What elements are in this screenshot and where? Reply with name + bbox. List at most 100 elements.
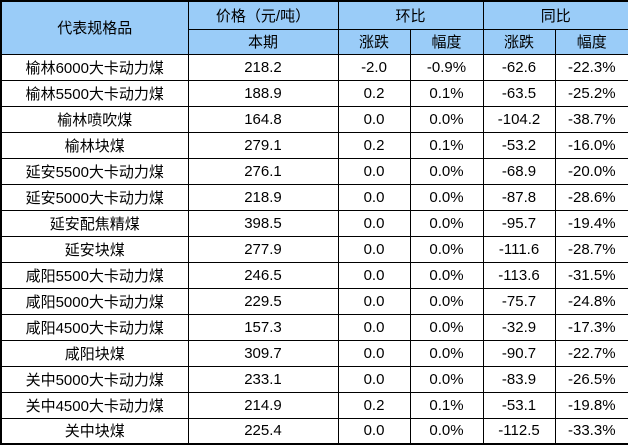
header-product: 代表规格品 <box>0 0 189 55</box>
table-row: 关中4500大卡动力煤 214.9 0.2 0.1% -53.1 -19.8% <box>0 391 628 419</box>
cell-yoy-change: -104.2 <box>482 105 556 133</box>
cell-yoy-rate: -17.3% <box>554 313 628 341</box>
cell-mom-rate: 0.1% <box>409 131 484 159</box>
header-current-period: 本期 <box>187 28 339 55</box>
cell-mom-rate: 0.0% <box>409 313 484 341</box>
cell-price: 277.9 <box>187 235 339 263</box>
cell-yoy-rate: -26.5% <box>554 365 628 393</box>
cell-product: 延安5000大卡动力煤 <box>0 183 189 211</box>
cell-yoy-change: -111.6 <box>482 235 556 263</box>
cell-yoy-change: -83.9 <box>482 365 556 393</box>
cell-yoy-change: -68.9 <box>482 157 556 185</box>
cell-mom-rate: 0.0% <box>409 157 484 185</box>
cell-yoy-rate: -19.8% <box>554 391 628 419</box>
cell-mom-change: 0.0 <box>337 417 411 445</box>
header-yoy-change: 涨跌 <box>482 28 556 55</box>
cell-mom-rate: 0.1% <box>409 391 484 419</box>
cell-yoy-change: -63.5 <box>482 79 556 107</box>
header-mom-rate: 幅度 <box>409 28 484 55</box>
table-header: 代表规格品 价格（元/吨） 环比 同比 本期 涨跌 幅度 涨跌 幅度 <box>0 0 628 55</box>
cell-mom-change: 0.0 <box>337 339 411 367</box>
table-row: 榆林喷吹煤 164.8 0.0 0.0% -104.2 -38.7% <box>0 105 628 133</box>
cell-price: 398.5 <box>187 209 339 237</box>
cell-yoy-rate: -22.7% <box>554 339 628 367</box>
cell-price: 309.7 <box>187 339 339 367</box>
cell-yoy-rate: -25.2% <box>554 79 628 107</box>
table-row: 咸阳5000大卡动力煤 229.5 0.0 0.0% -75.7 -24.8% <box>0 287 628 315</box>
cell-yoy-rate: -19.4% <box>554 209 628 237</box>
table-row: 咸阳块煤 309.7 0.0 0.0% -90.7 -22.7% <box>0 339 628 367</box>
header-row-groups: 代表规格品 价格（元/吨） 环比 同比 <box>0 0 628 55</box>
cell-product: 延安配焦精煤 <box>0 209 189 237</box>
cell-price: 246.5 <box>187 261 339 289</box>
cell-price: 164.8 <box>187 105 339 133</box>
cell-mom-change: 0.0 <box>337 183 411 211</box>
cell-mom-rate: 0.0% <box>409 287 484 315</box>
cell-mom-rate: 0.0% <box>409 365 484 393</box>
header-yoy-group: 同比 <box>482 0 628 30</box>
cell-price: 218.9 <box>187 183 339 211</box>
cell-yoy-rate: -33.3% <box>554 417 628 445</box>
cell-price: 276.1 <box>187 157 339 185</box>
table-row: 延安配焦精煤 398.5 0.0 0.0% -95.7 -19.4% <box>0 209 628 237</box>
cell-product: 榆林块煤 <box>0 131 189 159</box>
cell-mom-change: 0.2 <box>337 391 411 419</box>
cell-price: 214.9 <box>187 391 339 419</box>
cell-yoy-rate: -24.8% <box>554 287 628 315</box>
cell-product: 咸阳5000大卡动力煤 <box>0 287 189 315</box>
header-mom-group: 环比 <box>337 0 484 30</box>
header-yoy-rate: 幅度 <box>554 28 628 55</box>
cell-yoy-change: -75.7 <box>482 287 556 315</box>
cell-mom-rate: 0.0% <box>409 339 484 367</box>
header-mom-change: 涨跌 <box>337 28 411 55</box>
cell-product: 咸阳5500大卡动力煤 <box>0 261 189 289</box>
cell-yoy-rate: -28.6% <box>554 183 628 211</box>
cell-price: 157.3 <box>187 313 339 341</box>
cell-product: 咸阳4500大卡动力煤 <box>0 313 189 341</box>
cell-price: 229.5 <box>187 287 339 315</box>
cell-mom-rate: 0.0% <box>409 209 484 237</box>
cell-yoy-change: -95.7 <box>482 209 556 237</box>
table-row: 咸阳4500大卡动力煤 157.3 0.0 0.0% -32.9 -17.3% <box>0 313 628 341</box>
cell-price: 233.1 <box>187 365 339 393</box>
cell-price: 218.2 <box>187 53 339 81</box>
table-row: 榆林块煤 279.1 0.2 0.1% -53.2 -16.0% <box>0 131 628 159</box>
cell-yoy-change: -112.5 <box>482 417 556 445</box>
cell-mom-change: 0.0 <box>337 235 411 263</box>
cell-mom-change: 0.0 <box>337 209 411 237</box>
cell-product: 延安5500大卡动力煤 <box>0 157 189 185</box>
cell-mom-change: 0.0 <box>337 157 411 185</box>
cell-mom-change: 0.2 <box>337 131 411 159</box>
table-row: 咸阳5500大卡动力煤 246.5 0.0 0.0% -113.6 -31.5% <box>0 261 628 289</box>
cell-product: 榆林喷吹煤 <box>0 105 189 133</box>
cell-product: 关中5000大卡动力煤 <box>0 365 189 393</box>
cell-yoy-change: -32.9 <box>482 313 556 341</box>
header-row-subcolumns: 本期 涨跌 幅度 涨跌 幅度 <box>1 28 628 55</box>
cell-mom-rate: 0.0% <box>409 105 484 133</box>
cell-product: 榆林5500大卡动力煤 <box>0 79 189 107</box>
table-body: 榆林6000大卡动力煤 218.2 -2.0 -0.9% -62.6 -22.3… <box>0 53 628 445</box>
cell-mom-rate: 0.0% <box>409 235 484 263</box>
cell-mom-rate: 0.0% <box>409 417 484 445</box>
table-row: 榆林5500大卡动力煤 188.9 0.2 0.1% -63.5 -25.2% <box>0 79 628 107</box>
cell-product: 咸阳块煤 <box>0 339 189 367</box>
cell-product: 关中块煤 <box>0 417 189 445</box>
cell-price: 279.1 <box>187 131 339 159</box>
cell-mom-change: 0.2 <box>337 79 411 107</box>
cell-yoy-change: -87.8 <box>482 183 556 211</box>
cell-yoy-rate: -20.0% <box>554 157 628 185</box>
cell-mom-rate: -0.9% <box>409 53 484 81</box>
cell-yoy-change: -62.6 <box>482 53 556 81</box>
table-row: 榆林6000大卡动力煤 218.2 -2.0 -0.9% -62.6 -22.3… <box>0 53 628 81</box>
table-row: 延安块煤 277.9 0.0 0.0% -111.6 -28.7% <box>0 235 628 263</box>
cell-mom-change: 0.0 <box>337 313 411 341</box>
cell-mom-rate: 0.1% <box>409 79 484 107</box>
cell-mom-change: -2.0 <box>337 53 411 81</box>
cell-mom-change: 0.0 <box>337 105 411 133</box>
cell-mom-change: 0.0 <box>337 365 411 393</box>
cell-mom-change: 0.0 <box>337 261 411 289</box>
cell-product: 延安块煤 <box>0 235 189 263</box>
cell-product: 关中4500大卡动力煤 <box>0 391 189 419</box>
